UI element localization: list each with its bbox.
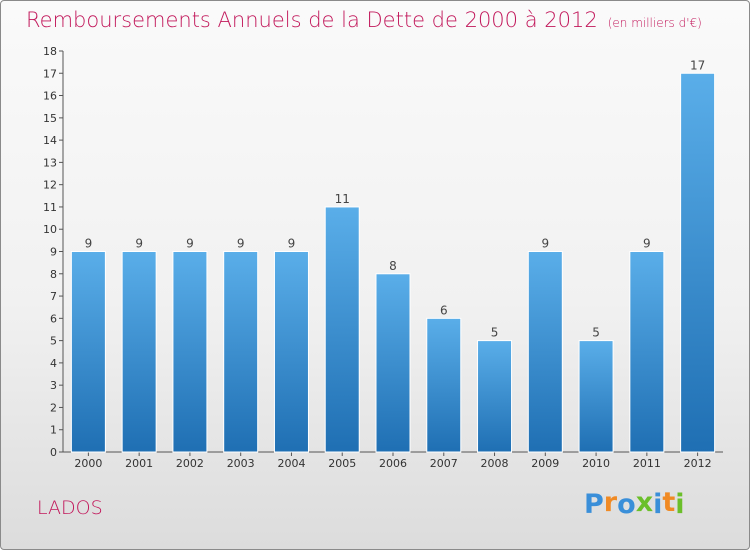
chart-labels: 2000 9 2001 9 2002 9 2003 9 2004 9 2005 11 2006 8 2007… xyxy=(74,58,711,470)
y-tick-label: 14 xyxy=(43,134,57,147)
x-tick-label: 2001 xyxy=(125,457,153,470)
data-label: 5 xyxy=(491,326,499,340)
bar-2002 xyxy=(172,251,208,453)
y-tick-label: 10 xyxy=(43,223,57,236)
data-label: 6 xyxy=(440,303,448,317)
bar-2005 xyxy=(324,206,360,453)
bar-2009 xyxy=(527,251,563,453)
data-label: 8 xyxy=(389,259,397,273)
chart-subtitle: (en milliers d'€) xyxy=(607,16,702,30)
x-tick-label: 2009 xyxy=(531,457,559,470)
x-tick-label: 2011 xyxy=(633,457,661,470)
data-label: 9 xyxy=(288,237,296,251)
y-tick-label: 18 xyxy=(43,45,57,58)
y-tick-label: 2 xyxy=(50,401,57,414)
chart-bars xyxy=(70,72,716,453)
x-tick-label: 2004 xyxy=(277,457,305,470)
proxiti-logo: Proxiti xyxy=(584,487,685,520)
y-tick-label: 1 xyxy=(50,424,57,437)
bar-2010 xyxy=(578,340,614,453)
y-tick-label: 6 xyxy=(50,312,57,325)
logo-letter: t xyxy=(662,487,676,518)
data-label: 9 xyxy=(643,237,651,251)
bar-2006 xyxy=(375,273,411,453)
y-tick-label: 7 xyxy=(50,290,57,303)
data-label: 17 xyxy=(690,58,705,72)
chart-title: Remboursements Annuels de la Dette de 20… xyxy=(26,8,702,32)
y-tick-label: 9 xyxy=(50,246,57,259)
y-tick-label: 8 xyxy=(50,268,57,281)
data-label: 9 xyxy=(85,237,93,251)
x-tick-label: 2002 xyxy=(176,457,204,470)
bar-2011 xyxy=(629,251,665,453)
logo-letter: i xyxy=(653,489,663,520)
x-tick-label: 2003 xyxy=(227,457,255,470)
bar-2000 xyxy=(70,251,106,453)
bar-2001 xyxy=(121,251,157,453)
x-tick-label: 2007 xyxy=(430,457,458,470)
y-tick-label: 0 xyxy=(50,446,57,459)
y-tick-label: 5 xyxy=(50,335,57,348)
logo-letter: P xyxy=(584,489,604,520)
y-tick-label: 16 xyxy=(43,90,57,103)
x-tick-label: 2008 xyxy=(481,457,509,470)
logo-letter: x xyxy=(635,487,654,518)
x-tick-label: 2006 xyxy=(379,457,407,470)
x-tick-label: 2005 xyxy=(328,457,356,470)
data-label: 5 xyxy=(592,326,600,340)
commune-name: LADOS xyxy=(37,497,103,519)
y-tick-label: 12 xyxy=(43,179,57,192)
logo-letter: r xyxy=(603,487,618,518)
bar-2008 xyxy=(477,340,513,453)
y-tick-label: 17 xyxy=(43,67,57,80)
logo-letter: o xyxy=(617,489,636,520)
logo-letter: i xyxy=(675,489,685,520)
data-label: 9 xyxy=(135,237,143,251)
x-tick-label: 2012 xyxy=(684,457,712,470)
bar-2003 xyxy=(223,251,259,453)
bar-2007 xyxy=(426,317,462,453)
bar-2004 xyxy=(273,251,309,453)
y-tick-label: 15 xyxy=(43,112,57,125)
data-label: 11 xyxy=(335,192,350,206)
y-tick-label: 3 xyxy=(50,379,57,392)
y-tick-label: 4 xyxy=(50,357,57,370)
chart-title-text: Remboursements Annuels de la Dette de 20… xyxy=(26,8,598,32)
x-tick-label: 2000 xyxy=(74,457,102,470)
data-label: 9 xyxy=(237,237,245,251)
data-label: 9 xyxy=(186,237,194,251)
y-tick-label: 11 xyxy=(43,201,57,214)
x-tick-label: 2010 xyxy=(582,457,610,470)
bar-2012 xyxy=(680,72,716,453)
y-tick-label: 13 xyxy=(43,156,57,169)
data-label: 9 xyxy=(541,237,549,251)
